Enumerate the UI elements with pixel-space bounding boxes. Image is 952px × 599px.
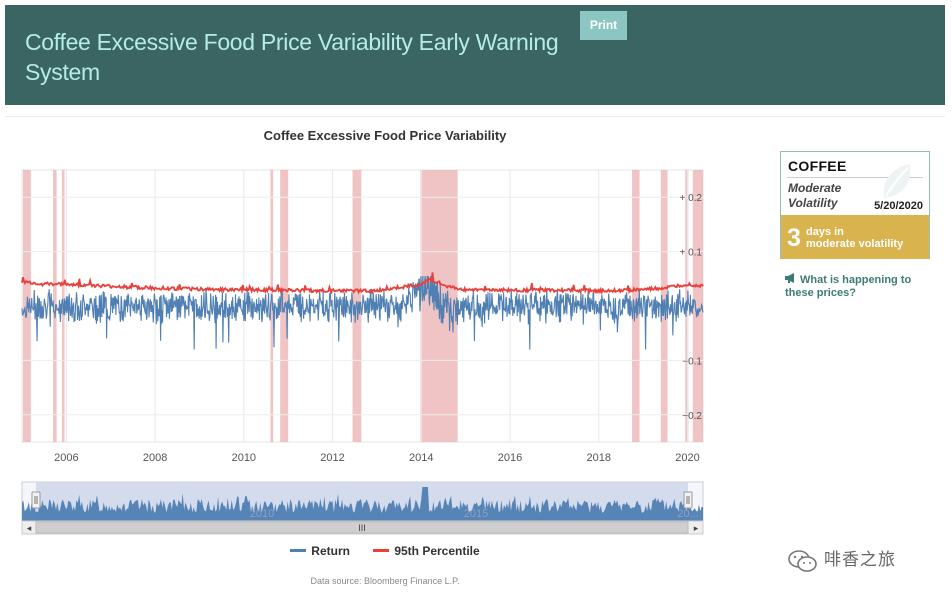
print-button[interactable]: Print bbox=[580, 11, 627, 40]
legend-return-label: Return bbox=[311, 544, 350, 558]
legend-item-return[interactable]: Return bbox=[290, 544, 350, 558]
navigator-handle[interactable] bbox=[683, 491, 693, 509]
y-tick-label: −0.2 bbox=[682, 411, 702, 422]
y-tick-label: + 0.2 bbox=[679, 193, 702, 204]
days-band: 3 days in moderate volatility bbox=[781, 215, 929, 259]
return-swatch bbox=[290, 549, 307, 553]
watermark-text: 啡香之旅 bbox=[824, 550, 896, 569]
days-description: days in moderate volatility bbox=[806, 226, 903, 250]
watermark: 啡香之旅 bbox=[788, 545, 896, 573]
navigator-label: 2015 bbox=[464, 508, 488, 520]
navigator-series-area bbox=[22, 487, 703, 521]
help-link-text: What is happening to these prices? bbox=[785, 274, 912, 299]
percentile-swatch bbox=[373, 549, 390, 553]
chart-legend: Return 95th Percentile bbox=[22, 544, 748, 558]
navigator-handle[interactable] bbox=[31, 491, 41, 509]
page-header: Coffee Excessive Food Price Variability … bbox=[5, 5, 945, 105]
x-tick-label: 2020 bbox=[675, 452, 699, 464]
x-tick-label: 2010 bbox=[232, 452, 256, 464]
alert-band bbox=[692, 170, 703, 442]
scroll-left-arrow[interactable]: ◂ bbox=[27, 524, 32, 534]
status-date: 5/20/2020 bbox=[874, 200, 923, 212]
x-tick-label: 2018 bbox=[587, 452, 611, 464]
data-source-credit: Data source: Bloomberg Finance L.P. bbox=[310, 576, 460, 586]
alert-band bbox=[53, 170, 57, 442]
legend-item-percentile[interactable]: 95th Percentile bbox=[373, 544, 480, 558]
chart-title: Coffee Excessive Food Price Variability bbox=[263, 128, 507, 143]
x-tick-label: 2008 bbox=[143, 452, 167, 464]
page-title: Coffee Excessive Food Price Variability … bbox=[25, 29, 559, 85]
days-text-line1: days in bbox=[806, 226, 844, 238]
x-tick-label: 2006 bbox=[54, 452, 78, 464]
x-tick-label: 2014 bbox=[409, 452, 433, 464]
navigator-label: 2010 bbox=[250, 508, 274, 520]
coffee-leaf-icon bbox=[883, 164, 911, 198]
legend-percentile-label: 95th Percentile bbox=[394, 544, 480, 558]
header-divider bbox=[5, 116, 945, 117]
volatility-level: Moderate Volatility bbox=[788, 181, 842, 210]
alert-band bbox=[270, 170, 274, 442]
card-divider bbox=[787, 177, 923, 178]
x-tick-label: 2016 bbox=[498, 452, 522, 464]
days-text-line2: moderate volatility bbox=[806, 238, 904, 250]
scrollbar-thumb[interactable] bbox=[35, 521, 689, 534]
percentile-series-line bbox=[21, 272, 704, 295]
megaphone-icon bbox=[785, 273, 794, 283]
scroll-right-arrow[interactable]: ▸ bbox=[694, 524, 699, 534]
wechat-icon bbox=[788, 549, 817, 572]
navigator-label: 20... bbox=[677, 508, 698, 520]
days-count: 3 bbox=[787, 224, 801, 252]
y-tick-label: −0.1 bbox=[682, 356, 702, 367]
y-tick-label: + 0.1 bbox=[679, 248, 702, 259]
what-is-happening-link[interactable]: What is happening to these prices? bbox=[785, 273, 935, 300]
commodity-name: COFFEE bbox=[788, 158, 847, 174]
x-tick-label: 2012 bbox=[320, 452, 344, 464]
return-series-line bbox=[21, 276, 704, 350]
volatility-status-card: COFFEE Moderate Volatility 5/20/2020 3 d… bbox=[780, 151, 930, 259]
scrollbar-grip: III bbox=[358, 523, 366, 533]
